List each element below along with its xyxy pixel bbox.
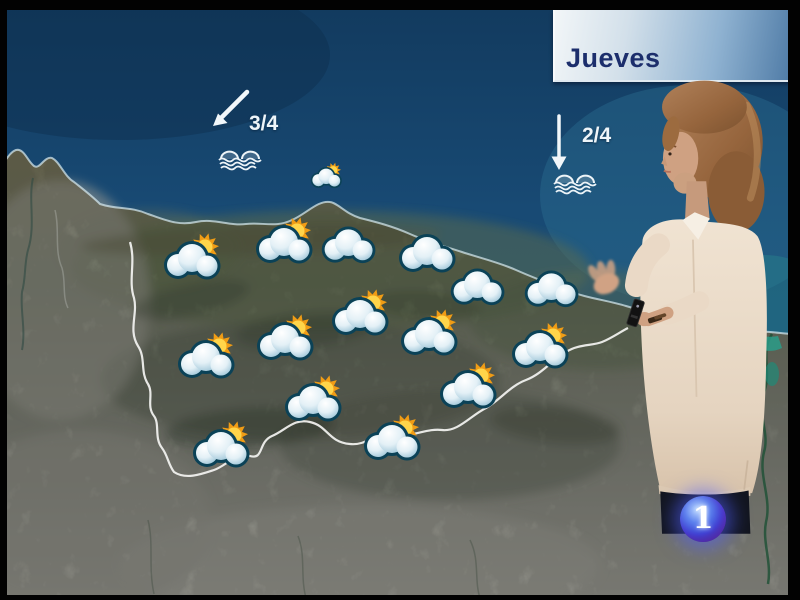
cloud-icon xyxy=(394,225,460,275)
cloud-icon xyxy=(520,262,583,310)
sun-behind-cloud-icon xyxy=(327,288,393,338)
wind-arrow-south-icon xyxy=(551,114,567,170)
channel-number: 1 xyxy=(692,501,714,536)
cloud-icon xyxy=(446,260,509,308)
remote-clicker xyxy=(626,298,645,328)
day-banner: Jueves xyxy=(553,10,791,82)
sun-behind-cloud-icon xyxy=(280,374,346,424)
cloud-icon xyxy=(317,218,380,266)
presenter-hair-fringe xyxy=(662,80,747,134)
coastline xyxy=(0,148,800,336)
channel-1-logo: 1 xyxy=(680,496,726,542)
sun-behind-cloud-icon xyxy=(435,361,501,411)
sun-behind-cloud-icon xyxy=(173,331,239,381)
presenter-left-sleeve xyxy=(624,233,670,298)
letterbox-right xyxy=(788,0,800,600)
wave-height-value: 3/4 xyxy=(249,112,279,135)
presenter-left-hand xyxy=(588,259,620,295)
letterbox-left xyxy=(0,0,7,600)
day-label: Jueves xyxy=(566,43,661,73)
wave-height-value: 2/4 xyxy=(582,124,612,147)
sun-behind-cloud-icon xyxy=(251,216,317,266)
sun-behind-cloud-icon xyxy=(507,321,573,371)
asturias-border xyxy=(128,241,629,478)
sun-behind-cloud-icon xyxy=(396,308,462,358)
sun-behind-cloud-icon xyxy=(359,413,425,463)
sea-state-icon xyxy=(218,150,262,171)
letterbox-top xyxy=(0,0,800,10)
sun-behind-cloud-icon xyxy=(159,232,225,282)
letterbox-bottom xyxy=(0,595,800,600)
sun-behind-cloud-icon xyxy=(188,420,254,470)
presenter-neck xyxy=(685,181,710,221)
presenter xyxy=(588,80,767,534)
wind-indicator-west: 3/4 xyxy=(203,86,313,186)
wind-indicator-east: 2/4 xyxy=(542,112,652,207)
sea-state-icon xyxy=(553,174,597,195)
sun-behind-cloud-icon xyxy=(252,313,318,363)
wind-arrow-southwest-icon xyxy=(213,89,250,126)
sun-behind-cloud-icon xyxy=(308,162,344,190)
